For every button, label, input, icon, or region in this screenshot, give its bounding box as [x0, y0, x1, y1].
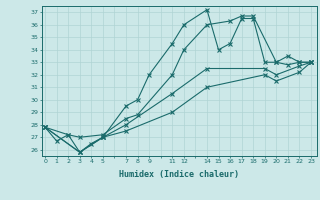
X-axis label: Humidex (Indice chaleur): Humidex (Indice chaleur): [119, 170, 239, 179]
